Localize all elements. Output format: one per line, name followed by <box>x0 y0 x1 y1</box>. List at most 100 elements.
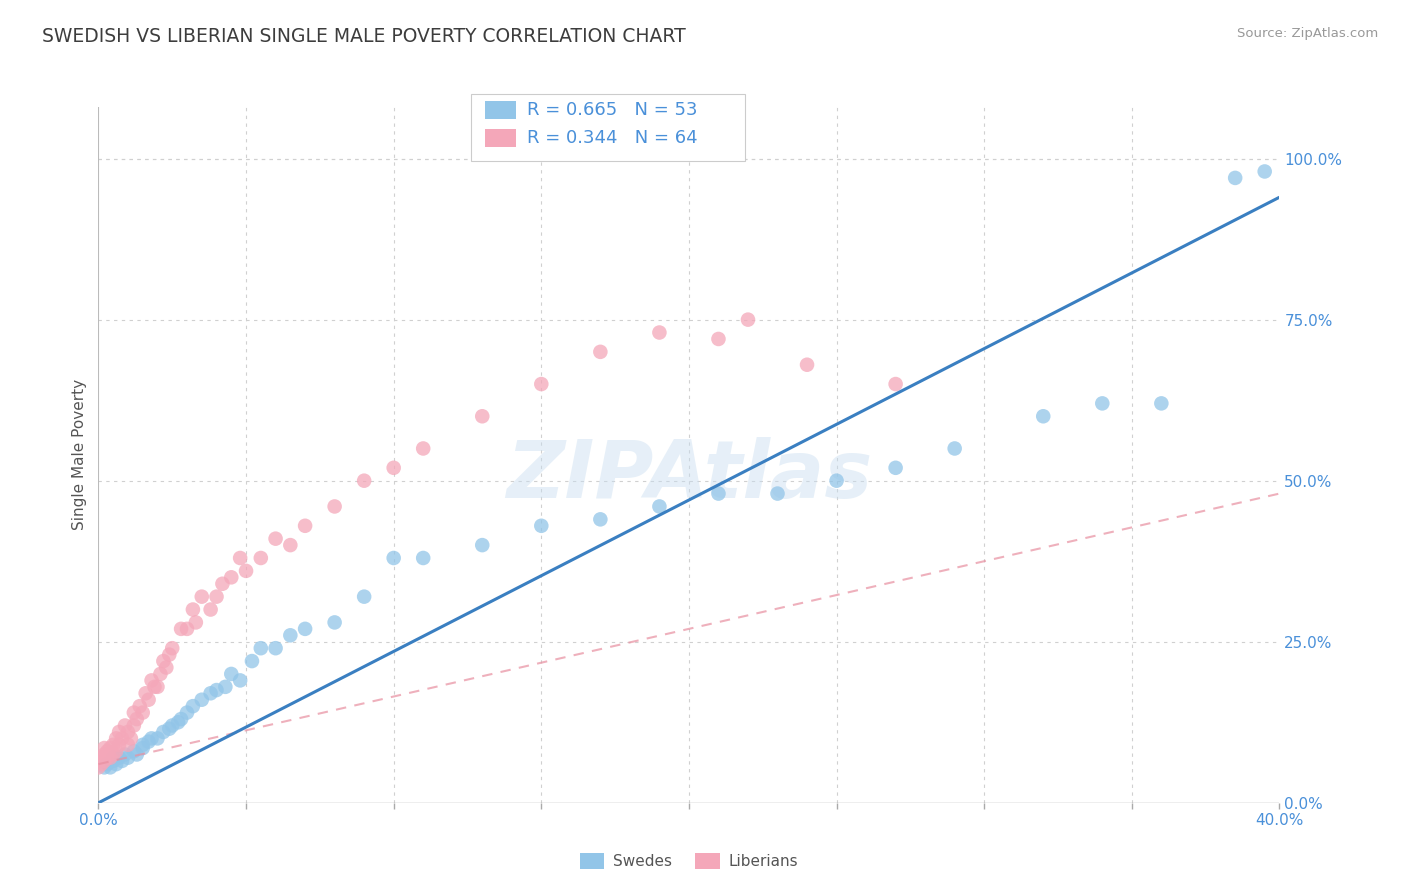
Point <box>157 722 180 736</box>
Point <box>132 741 155 756</box>
Point <box>264 532 287 546</box>
Point <box>122 706 145 720</box>
Point <box>943 442 966 456</box>
Point <box>141 731 163 746</box>
Point <box>141 673 163 688</box>
Point <box>103 747 125 762</box>
Point <box>111 754 134 768</box>
Point <box>170 622 193 636</box>
Point <box>162 641 183 656</box>
Point <box>103 738 125 752</box>
Point <box>1091 396 1114 410</box>
Point <box>132 706 155 720</box>
Point <box>98 750 121 764</box>
Point <box>93 760 115 774</box>
Point <box>117 738 139 752</box>
Point <box>176 622 198 636</box>
Point <box>152 725 174 739</box>
Point <box>96 750 118 764</box>
Point <box>114 747 136 762</box>
Point <box>264 641 287 656</box>
Point <box>90 757 112 772</box>
Point <box>138 734 160 748</box>
Point <box>412 442 434 456</box>
Point <box>105 731 128 746</box>
Point <box>181 602 204 616</box>
Point <box>530 518 553 533</box>
Point <box>176 706 198 720</box>
Point <box>382 551 405 566</box>
Point <box>98 741 121 756</box>
Point <box>1254 164 1277 178</box>
Point <box>146 731 169 746</box>
Point <box>219 667 242 681</box>
Point <box>157 648 180 662</box>
Point <box>825 474 848 488</box>
Y-axis label: Single Male Poverty: Single Male Poverty <box>72 379 87 531</box>
Point <box>235 564 257 578</box>
Point <box>135 686 157 700</box>
Point <box>114 718 136 732</box>
Point <box>117 725 139 739</box>
Point <box>796 358 818 372</box>
Point <box>87 754 110 768</box>
Point <box>471 538 494 552</box>
Point <box>412 551 434 566</box>
Point <box>111 731 134 746</box>
Point <box>737 312 759 326</box>
Point <box>108 725 131 739</box>
Point <box>211 576 233 591</box>
Point <box>229 551 252 566</box>
Point <box>294 622 316 636</box>
Point <box>294 518 316 533</box>
Point <box>205 590 228 604</box>
Point <box>353 590 375 604</box>
Point <box>240 654 263 668</box>
Point <box>138 692 160 706</box>
Point <box>155 660 177 674</box>
Point <box>1223 170 1246 185</box>
Point <box>219 570 242 584</box>
Point <box>90 750 112 764</box>
Point <box>229 673 252 688</box>
Point <box>278 538 302 552</box>
Point <box>181 699 204 714</box>
Point <box>167 715 190 730</box>
Point <box>589 512 612 526</box>
Point <box>98 760 121 774</box>
Point <box>191 590 214 604</box>
Text: SWEDISH VS LIBERIAN SINGLE MALE POVERTY CORRELATION CHART: SWEDISH VS LIBERIAN SINGLE MALE POVERTY … <box>42 27 686 45</box>
Point <box>766 486 789 500</box>
Point <box>143 680 166 694</box>
Point <box>87 760 110 774</box>
Point <box>108 750 131 764</box>
Point <box>191 692 214 706</box>
Point <box>105 757 128 772</box>
Point <box>707 486 730 500</box>
Point <box>132 738 155 752</box>
Point <box>122 718 145 732</box>
Point <box>323 615 346 630</box>
Point <box>125 712 148 726</box>
Point <box>707 332 730 346</box>
Text: R = 0.665   N = 53: R = 0.665 N = 53 <box>527 101 697 119</box>
Point <box>108 738 131 752</box>
Point <box>170 712 193 726</box>
Point <box>250 641 273 656</box>
Point <box>93 754 115 768</box>
Point <box>250 551 273 566</box>
Point <box>1032 409 1054 424</box>
Point <box>353 474 375 488</box>
Point <box>530 377 553 392</box>
Point <box>125 747 148 762</box>
Point <box>382 460 405 475</box>
Point <box>128 699 150 714</box>
Point <box>162 718 183 732</box>
Point <box>93 747 115 762</box>
Point <box>93 741 115 756</box>
Point <box>1150 396 1173 410</box>
Point <box>471 409 494 424</box>
Point <box>214 680 236 694</box>
Point <box>648 326 671 340</box>
Point <box>278 628 302 642</box>
